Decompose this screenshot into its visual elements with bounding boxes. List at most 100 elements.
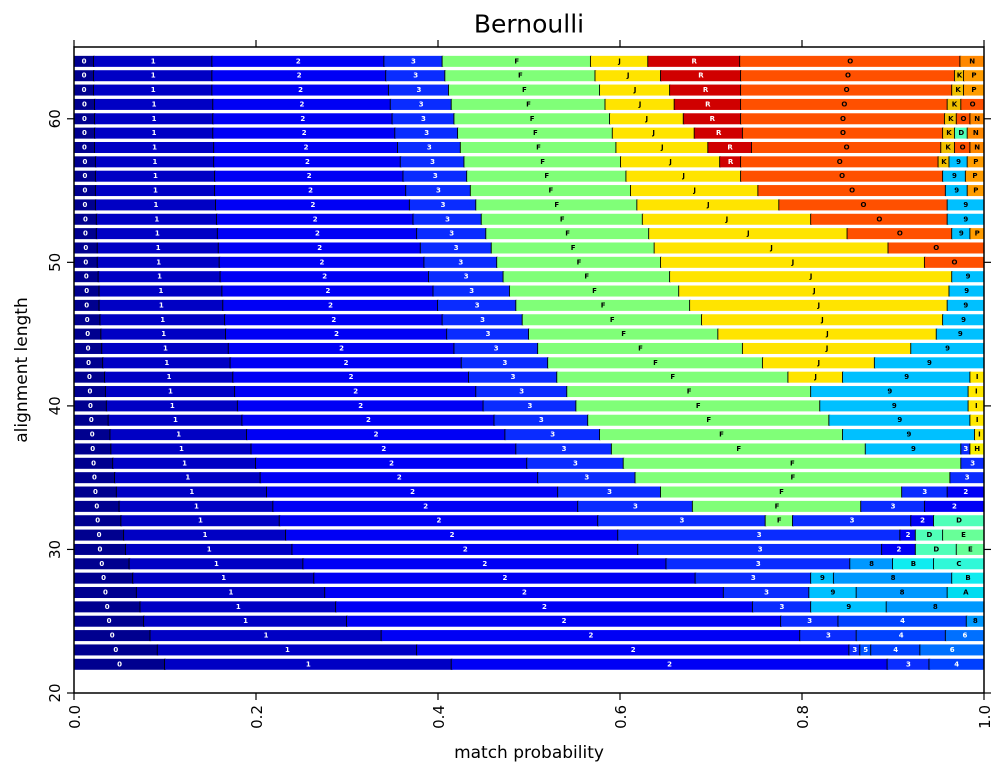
segment-label: F bbox=[775, 502, 780, 510]
bar-segment bbox=[266, 486, 559, 498]
segment-label: D bbox=[958, 129, 964, 137]
segment-label: 3 bbox=[424, 129, 429, 137]
segment-label: 9 bbox=[904, 373, 909, 381]
segment-label: 3 bbox=[458, 258, 463, 266]
segment-label: 9 bbox=[963, 201, 968, 209]
bar-segment bbox=[476, 386, 568, 398]
bar-segment bbox=[616, 141, 709, 153]
bar-segment bbox=[140, 601, 337, 613]
bar-segment bbox=[213, 113, 393, 125]
bar-segment bbox=[943, 127, 955, 139]
segment-label: 0 bbox=[89, 416, 94, 424]
segment-label: 9 bbox=[961, 316, 966, 324]
bar-segment bbox=[742, 127, 944, 139]
segment-label: E bbox=[968, 545, 973, 553]
bar-segment bbox=[222, 285, 434, 297]
segment-label: 2 bbox=[423, 502, 428, 510]
bar-segment bbox=[850, 558, 893, 570]
segment-label: F bbox=[544, 172, 549, 180]
segment-label: 3 bbox=[427, 143, 432, 151]
segment-label: 3 bbox=[519, 388, 524, 396]
bar-segment bbox=[741, 84, 953, 96]
segment-label: 0 bbox=[82, 201, 87, 209]
segment-label: 0 bbox=[99, 560, 104, 568]
bar-segment bbox=[74, 84, 95, 96]
segment-label: 9 bbox=[892, 402, 897, 410]
segment-label: 3 bbox=[441, 201, 446, 209]
segment-label: 9 bbox=[952, 172, 957, 180]
bar-segment bbox=[612, 127, 695, 139]
segment-label: 3 bbox=[454, 244, 459, 252]
segment-label: 0 bbox=[113, 646, 118, 654]
segment-label: R bbox=[705, 100, 711, 108]
bar-segment bbox=[106, 400, 238, 412]
bar-segment bbox=[74, 644, 158, 656]
bar-segment bbox=[833, 572, 953, 584]
bar-segment bbox=[741, 98, 948, 110]
segment-label: J bbox=[769, 244, 773, 252]
segment-label: 0 bbox=[97, 545, 102, 553]
bar-segment bbox=[599, 429, 843, 441]
bar-segment bbox=[567, 386, 812, 398]
bar-segment bbox=[212, 84, 389, 96]
segment-label: 1 bbox=[154, 215, 159, 223]
bar-segment bbox=[933, 515, 984, 527]
segment-label: 0 bbox=[88, 402, 93, 410]
bar-segment bbox=[286, 529, 619, 541]
bar-segment bbox=[538, 472, 636, 484]
segment-label: 1 bbox=[152, 115, 157, 123]
segment-label: N bbox=[974, 143, 980, 151]
segment-label: 3 bbox=[511, 373, 516, 381]
segment-label: 9 bbox=[963, 215, 968, 223]
bar-segment bbox=[491, 242, 655, 254]
bar-segment bbox=[144, 615, 347, 627]
segment-label: 3 bbox=[419, 100, 424, 108]
segment-label: 9 bbox=[887, 388, 892, 396]
segment-label: 1 bbox=[198, 517, 203, 525]
segment-label: 2 bbox=[325, 287, 330, 295]
segment-label: O bbox=[841, 100, 847, 108]
segment-label: 2 bbox=[542, 603, 547, 611]
bar-segment bbox=[74, 156, 96, 168]
bar-segment bbox=[516, 299, 691, 311]
segment-label: 2 bbox=[502, 574, 507, 582]
bar-segment bbox=[527, 457, 624, 469]
bar-segment bbox=[212, 70, 387, 82]
segment-label: 3 bbox=[573, 459, 578, 467]
bar-segment bbox=[460, 141, 617, 153]
segment-label: 1 bbox=[170, 402, 175, 410]
bar-segment bbox=[970, 414, 984, 426]
segment-label: 1 bbox=[194, 502, 199, 510]
segment-label: N bbox=[969, 57, 975, 65]
segment-label: F bbox=[536, 143, 541, 151]
segment-label: O bbox=[839, 172, 845, 180]
segment-label: J bbox=[809, 273, 813, 281]
bar-segment bbox=[679, 285, 950, 297]
bar-segment bbox=[666, 558, 851, 570]
segment-label: F bbox=[791, 474, 796, 482]
segment-label: J bbox=[825, 330, 829, 338]
segment-label: 3 bbox=[758, 545, 763, 553]
bar-segment bbox=[970, 228, 984, 240]
bar-segment bbox=[529, 328, 719, 340]
segment-label: 0 bbox=[82, 72, 87, 80]
bar-segment bbox=[279, 515, 599, 527]
segment-label: 1 bbox=[229, 589, 234, 597]
segment-label: F bbox=[736, 445, 741, 453]
bar-segment bbox=[237, 400, 484, 412]
bar-segment bbox=[74, 113, 95, 125]
bar-segment bbox=[915, 529, 944, 541]
segment-label: 0 bbox=[93, 488, 98, 496]
segment-label: 3 bbox=[584, 474, 589, 482]
bar-segment bbox=[74, 141, 95, 153]
segment-label: 9 bbox=[956, 158, 961, 166]
segment-label: 2 bbox=[307, 172, 312, 180]
bar-segment bbox=[626, 170, 742, 182]
bar-segment bbox=[741, 70, 955, 82]
bar-segment bbox=[110, 429, 247, 441]
segment-label: 2 bbox=[300, 115, 305, 123]
bar-segment bbox=[558, 486, 661, 498]
bar-segment bbox=[638, 543, 883, 555]
bar-segment bbox=[741, 156, 939, 168]
bar-segment bbox=[74, 500, 120, 512]
